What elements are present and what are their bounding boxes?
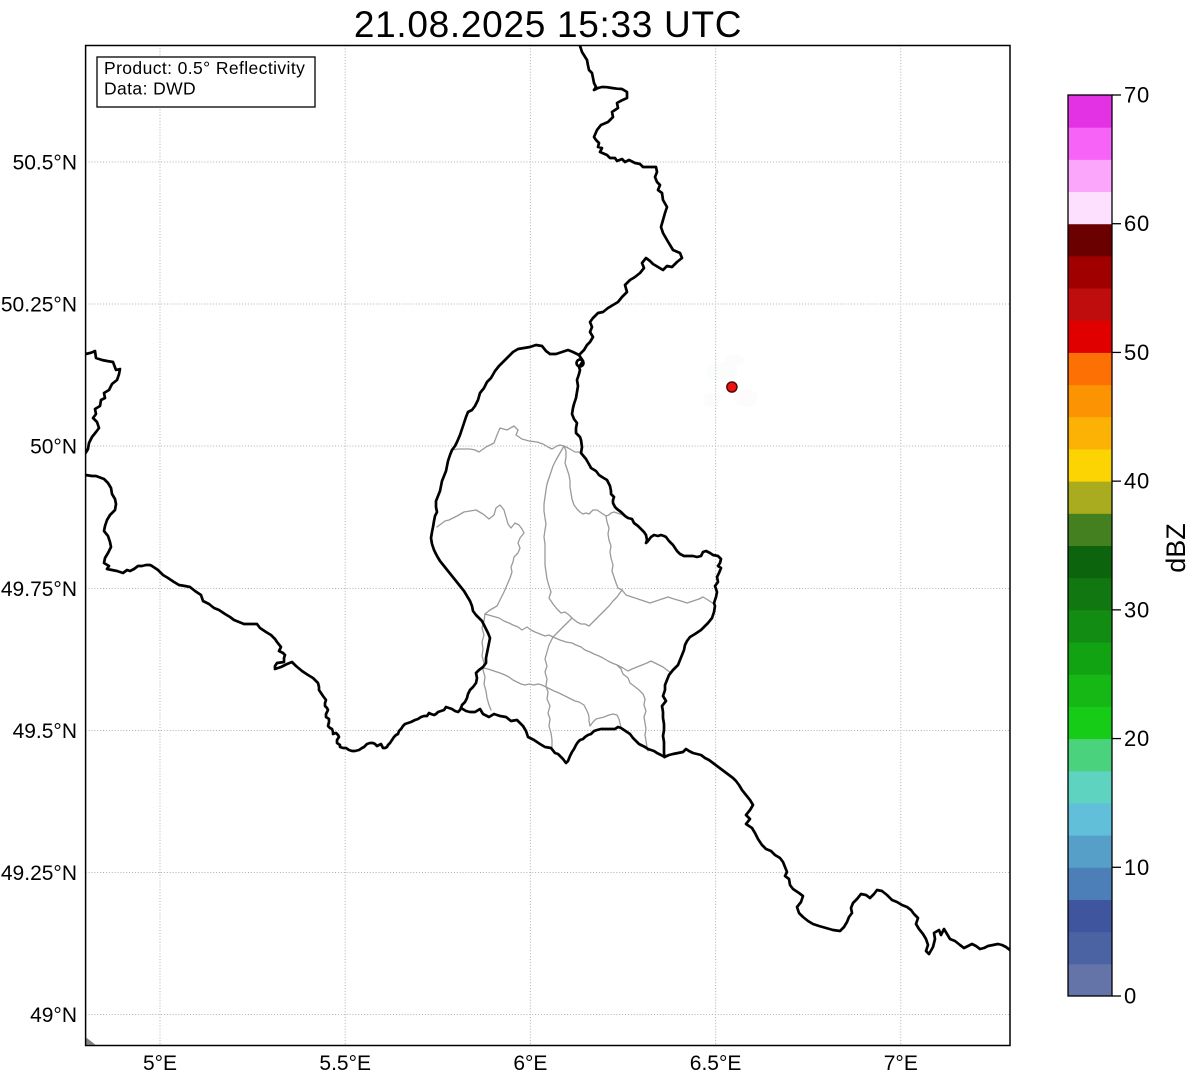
svg-text:0: 0 (1124, 984, 1137, 1009)
svg-text:50°N: 50°N (30, 436, 77, 459)
svg-text:Data: DWD: Data: DWD (104, 79, 196, 99)
svg-text:5°E: 5°E (143, 1052, 177, 1075)
svg-text:7°E: 7°E (884, 1052, 918, 1075)
svg-text:6°E: 6°E (513, 1052, 547, 1075)
svg-text:5.5°E: 5.5°E (319, 1052, 371, 1075)
svg-text:40: 40 (1124, 469, 1150, 494)
svg-text:49.75°N: 49.75°N (1, 578, 77, 601)
svg-text:6.5°E: 6.5°E (690, 1052, 742, 1075)
svg-text:10: 10 (1124, 855, 1150, 880)
svg-text:50.5°N: 50.5°N (13, 152, 77, 175)
svg-text:49.5°N: 49.5°N (13, 720, 77, 743)
svg-text:49°N: 49°N (30, 1004, 77, 1027)
svg-text:Product: 0.5° Reflectivity: Product: 0.5° Reflectivity (104, 58, 305, 78)
svg-text:50: 50 (1124, 340, 1150, 365)
svg-text:49.25°N: 49.25°N (1, 862, 77, 885)
svg-text:60: 60 (1124, 211, 1150, 236)
svg-text:30: 30 (1124, 597, 1150, 622)
svg-text:dBZ: dBZ (1161, 523, 1191, 573)
svg-text:50.25°N: 50.25°N (1, 294, 77, 317)
svg-text:70: 70 (1124, 83, 1150, 108)
svg-text:20: 20 (1124, 726, 1150, 751)
svg-text:21.08.2025 15:33 UTC: 21.08.2025 15:33 UTC (354, 4, 742, 45)
